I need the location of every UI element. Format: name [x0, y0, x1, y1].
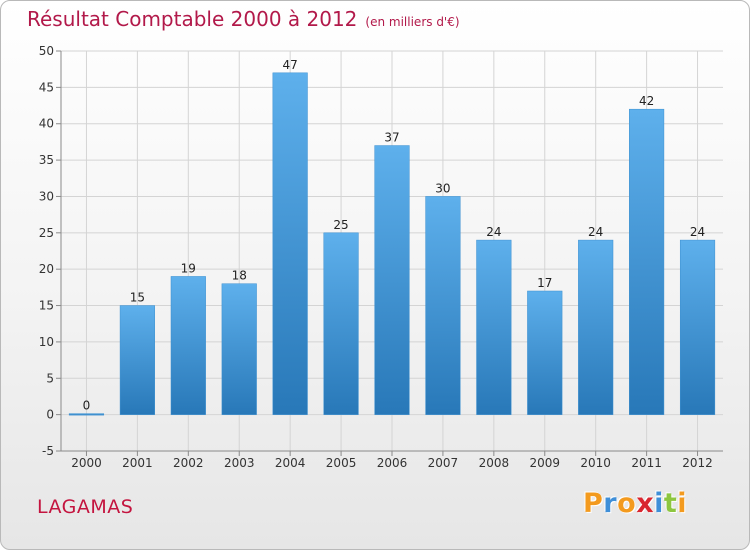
bar [272, 72, 308, 415]
x-tick-label: 2003 [224, 456, 255, 470]
x-tick-label: 2005 [326, 456, 357, 470]
bar [527, 290, 563, 415]
bar [578, 239, 614, 415]
data-label: 42 [639, 94, 654, 108]
y-tick-label: 45 [39, 80, 54, 94]
y-tick-label: 15 [39, 299, 54, 313]
x-tick-label: 2000 [71, 456, 102, 470]
data-label: 19 [181, 261, 196, 275]
bar [374, 145, 410, 415]
bar [629, 108, 665, 415]
data-label: 24 [690, 225, 705, 239]
chart-title-main: Résultat Comptable 2000 à 2012 [27, 7, 358, 31]
logo-letter: i [654, 488, 664, 519]
bars [68, 72, 716, 416]
bar [425, 196, 461, 415]
bar [476, 239, 512, 415]
y-tick-label: 25 [39, 226, 54, 240]
x-tick-label: 2007 [428, 456, 459, 470]
commune-name: LAGAMAS [37, 496, 134, 518]
logo-letter: x [636, 488, 655, 519]
x-tick-label: 2008 [479, 456, 510, 470]
bar [170, 276, 206, 415]
bar [119, 305, 155, 415]
y-tick-label: -5 [42, 444, 54, 458]
data-label: 17 [537, 276, 552, 290]
bar [68, 413, 105, 416]
data-label: 30 [435, 181, 450, 195]
y-tick-label: 30 [39, 189, 54, 203]
y-tick-label: 50 [39, 44, 54, 58]
y-tick-label: 5 [46, 371, 54, 385]
axes: -5 0 5 10 15 20 25 30 35 40 45 50 2000 2001 2002 2003 20… [39, 44, 723, 470]
y-tick-label: 0 [46, 408, 54, 422]
chart-title: Résultat Comptable 2000 à 2012 (en millie… [27, 7, 460, 31]
logo-letter: P [583, 488, 604, 519]
bar [679, 239, 716, 415]
bar [323, 232, 359, 415]
x-tick-label: 2004 [275, 456, 306, 470]
x-tick-label: 2001 [122, 456, 153, 470]
x-tick-label: 2009 [529, 456, 560, 470]
data-label: 24 [588, 225, 603, 239]
y-tick-label: 35 [39, 153, 54, 167]
bar [221, 283, 257, 415]
logo-letter: t [663, 488, 678, 519]
data-label: 15 [130, 291, 145, 305]
logo-letter: i [677, 488, 688, 519]
logo-letter: r [603, 488, 618, 519]
data-label: 18 [232, 269, 247, 283]
y-tick-label: 20 [39, 262, 54, 276]
x-tick-label: 2006 [377, 456, 408, 470]
data-label: 0 [83, 399, 91, 413]
y-tick-label: 40 [39, 117, 54, 131]
y-tick-label: 10 [39, 335, 54, 349]
data-label: 37 [384, 131, 399, 145]
x-tick-label: 2010 [580, 456, 611, 470]
data-label: 24 [486, 225, 501, 239]
x-tick-label: 2011 [631, 456, 662, 470]
x-tick-label: 2012 [682, 456, 713, 470]
logo-letter: o [617, 488, 637, 519]
data-label: 25 [333, 218, 348, 232]
data-labels: 0 15 19 18 47 25 37 30 24 17 24 42 24 [83, 58, 706, 413]
proxiti-logo[interactable]: Proxiti [583, 488, 687, 519]
data-label: 47 [283, 58, 298, 72]
chart-subtitle: (en milliers d'€) [365, 15, 460, 29]
x-tick-label: 2002 [173, 456, 204, 470]
